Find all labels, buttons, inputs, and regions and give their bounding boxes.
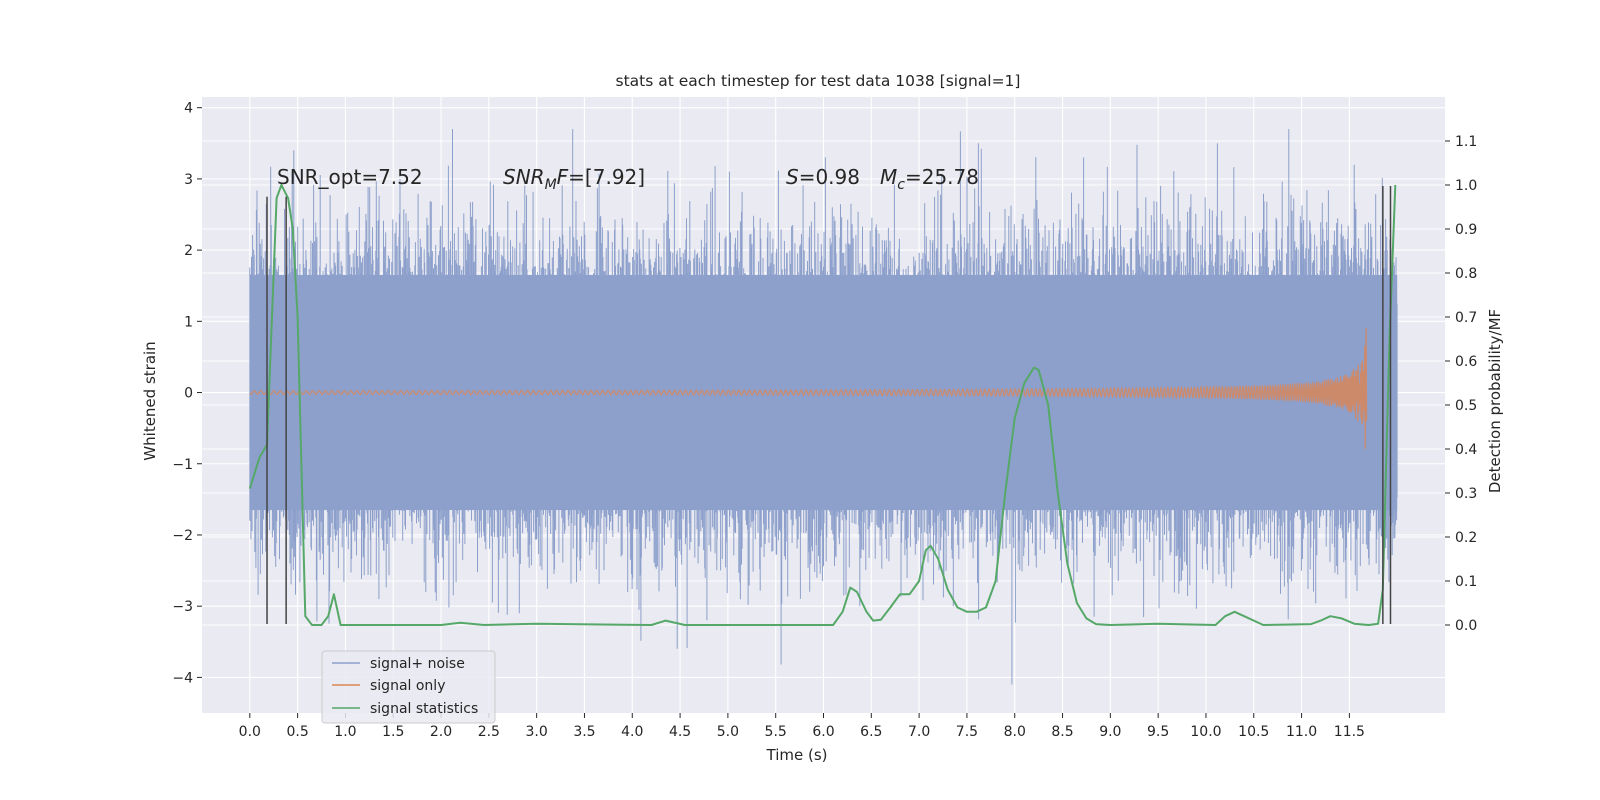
legend-label-signal-statistics: signal statistics xyxy=(370,701,478,717)
annotation-mc-value: =25.78 xyxy=(905,165,979,189)
annotation-snr-mf: SNRMF=[7.92] xyxy=(503,165,645,193)
legend-label-signal-only: signal only xyxy=(370,678,445,694)
x-tick-label: 9.5 xyxy=(1147,724,1169,740)
annotation-snr-mf-sub: M xyxy=(545,177,557,193)
y-left-tick-label: 3 xyxy=(184,172,193,188)
x-tick-label: 1.5 xyxy=(382,724,404,740)
y-left-tick-label: 0 xyxy=(184,386,193,402)
x-tick-label: 7.0 xyxy=(908,724,930,740)
x-axis-label: Time (s) xyxy=(766,746,828,764)
x-tick-label: 1.0 xyxy=(334,724,356,740)
y-axis-right-ticks: 0.0 0.1 0.2 0.3 0.4 0.5 0.6 0.7 0.8 0.9 1.0 1.1 xyxy=(1445,134,1477,634)
y-right-tick-label: 0.5 xyxy=(1455,398,1477,414)
annotation-s-label: S xyxy=(786,165,799,189)
x-tick-label: 5.5 xyxy=(765,724,787,740)
y-left-tick-label: −3 xyxy=(172,599,193,615)
x-tick-label: 0.0 xyxy=(239,724,261,740)
annotation-snr-mf-value: =[7.92] xyxy=(568,165,645,189)
statistics-series xyxy=(248,184,1397,626)
y-left-tick-label: −4 xyxy=(172,670,193,686)
x-tick-label: 8.5 xyxy=(1051,724,1073,740)
y-right-tick-label: 1.0 xyxy=(1455,178,1477,194)
annotation-mc-label: M xyxy=(880,165,897,189)
annotation-snr-mf-suffix-f: F xyxy=(557,165,569,189)
chirp-series xyxy=(249,328,1368,450)
y-left-tick-label: −1 xyxy=(172,457,193,473)
x-tick-label: 0.5 xyxy=(286,724,308,740)
annotation-snr-mf-prefix: SNR xyxy=(503,165,545,189)
x-tick-label: 10.0 xyxy=(1190,724,1221,740)
vertical-markers xyxy=(266,186,1392,624)
y-right-tick-label: 0.1 xyxy=(1455,574,1477,590)
chart-title: stats at each timestep for test data 103… xyxy=(616,72,1021,90)
annotation-s: S=0.98 xyxy=(786,165,860,189)
y-left-tick-label: 4 xyxy=(184,101,193,117)
y-axis-left-label: Whitened strain xyxy=(141,341,159,460)
statistics-line xyxy=(248,184,1397,626)
x-tick-label: 10.5 xyxy=(1238,724,1269,740)
x-tick-label: 3.5 xyxy=(573,724,595,740)
annotation-s-value: =0.98 xyxy=(799,165,860,189)
legend-label-signal-noise: signal+ noise xyxy=(370,656,465,672)
y-left-tick-label: 2 xyxy=(184,243,193,259)
y-right-tick-label: 0.6 xyxy=(1455,354,1477,370)
y-axis-left-ticks: −4 −3 −2 −1 0 1 2 3 4 xyxy=(172,101,202,686)
x-tick-label: 7.5 xyxy=(956,724,978,740)
x-tick-label: 9.0 xyxy=(1099,724,1121,740)
y-right-tick-label: 0.2 xyxy=(1455,530,1477,546)
x-tick-label: 11.5 xyxy=(1334,724,1365,740)
legend: signal+ noise signal only signal statist… xyxy=(321,650,496,724)
x-tick-label: 4.0 xyxy=(621,724,643,740)
x-tick-label: 5.0 xyxy=(717,724,739,740)
y-left-tick-label: 1 xyxy=(184,314,193,330)
x-tick-label: 8.0 xyxy=(1004,724,1026,740)
legend-box xyxy=(321,650,496,724)
y-right-tick-label: 0.7 xyxy=(1455,310,1477,326)
x-axis-ticks: 0.0 0.5 1.0 1.5 2.0 2.5 3.0 3.5 4.0 4.5 5.0 5.5 6.0 6… xyxy=(239,713,1365,740)
annotation-mc-sub: c xyxy=(897,177,905,193)
y-right-tick-label: 1.1 xyxy=(1455,134,1477,150)
x-tick-label: 6.0 xyxy=(812,724,834,740)
x-tick-label: 3.0 xyxy=(526,724,548,740)
y-right-tick-label: 0.8 xyxy=(1455,266,1477,282)
chirp-line xyxy=(249,328,1368,450)
x-tick-label: 2.5 xyxy=(478,724,500,740)
x-tick-label: 11.0 xyxy=(1286,724,1317,740)
y-axis-right-label: Detection probability/MF xyxy=(1486,309,1504,493)
x-tick-label: 6.5 xyxy=(860,724,882,740)
x-tick-label: 2.0 xyxy=(430,724,452,740)
y-left-tick-label: −2 xyxy=(172,528,193,544)
y-right-tick-label: 0.0 xyxy=(1455,618,1477,634)
annotation-mc: Mc=25.78 xyxy=(880,165,979,193)
annotation-snr-opt: SNR_opt=7.52 xyxy=(277,165,423,189)
x-tick-label: 4.5 xyxy=(669,724,691,740)
y-right-tick-label: 0.9 xyxy=(1455,222,1477,238)
y-right-tick-label: 0.3 xyxy=(1455,486,1477,502)
y-right-tick-label: 0.4 xyxy=(1455,442,1477,458)
